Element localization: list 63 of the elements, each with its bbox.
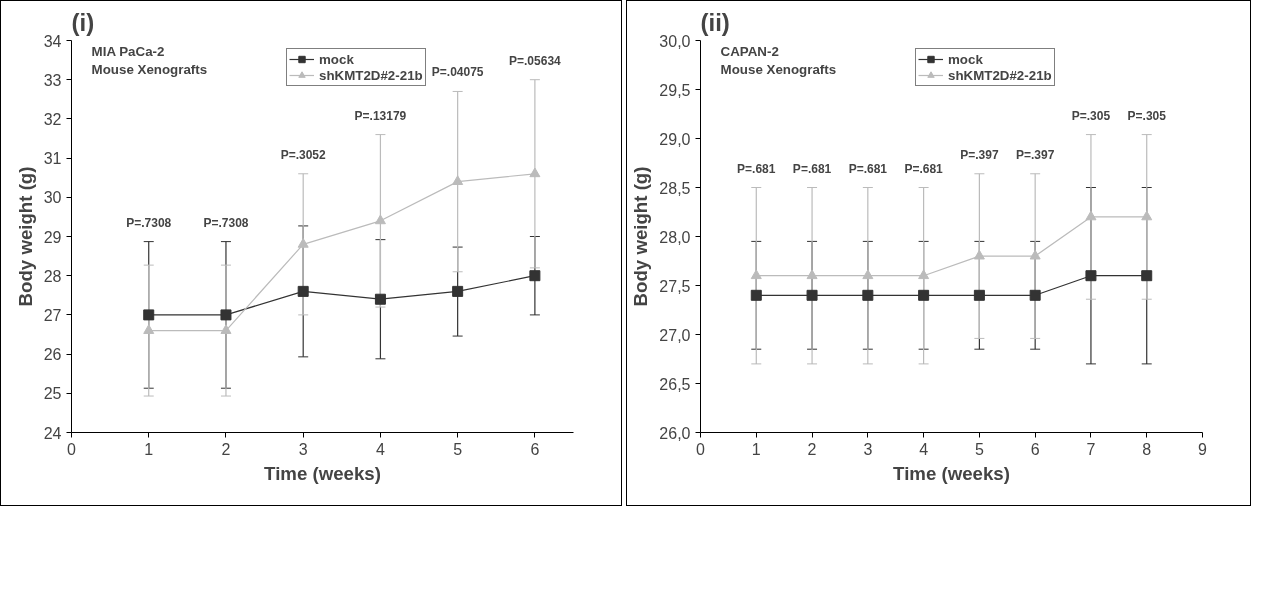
x-tick-label: 5 [453, 440, 463, 458]
text: CAPAN-2 Mouse Xenografts [720, 44, 837, 78]
y-tick-label: 29 [43, 228, 62, 246]
x-tick-label: 7 [1086, 440, 1096, 458]
x-tick-label: 6 [1030, 440, 1040, 458]
y-tick-label: 26,0 [659, 424, 691, 442]
y-axis-title: Body weight (g) [14, 166, 36, 307]
x-tick-label: 4 [919, 440, 929, 458]
y-tick-label: 26 [43, 346, 62, 364]
x-axis-title: Time (weeks) [893, 462, 1010, 484]
annotation: P=.305 [1127, 108, 1167, 123]
x-tick-label: 1 [144, 440, 154, 458]
annotation: P=.397 [960, 147, 999, 162]
x-axis-title: Time (weeks) [264, 462, 381, 484]
annotation: P=.681 [904, 161, 944, 176]
x-tick-label: 2 [807, 440, 817, 458]
text: (ii) [700, 8, 730, 36]
y-tick-label: 27,0 [659, 326, 691, 344]
annotation: P=.04075 [431, 65, 484, 80]
annotation: P=.13179 [354, 108, 407, 123]
y-tick-label: 31 [43, 150, 62, 168]
y-tick-label: 24 [43, 424, 62, 442]
legend-label: mock [948, 51, 983, 67]
y-tick-label: 29,0 [659, 130, 691, 148]
annotation: P=.05634 [509, 53, 562, 68]
y-tick-label: 25 [43, 385, 62, 403]
x-tick-label: 2 [221, 440, 231, 458]
y-tick-label: 28,0 [659, 228, 691, 246]
legend-label: shKMT2D#2-21b [948, 67, 1052, 83]
y-tick-label: 33 [43, 71, 62, 89]
x-tick-label: 3 [863, 440, 873, 458]
y-tick-label: 28,5 [659, 179, 691, 197]
x-tick-label: 9 [1198, 440, 1208, 458]
text: (i) [71, 8, 95, 36]
x-tick-label: 6 [530, 440, 540, 458]
annotation: P=.7308 [203, 215, 249, 230]
y-tick-label: 29,5 [659, 81, 691, 99]
annotation: P=.681 [848, 161, 888, 176]
x-tick-label: 0 [67, 440, 77, 458]
x-tick-label: 4 [375, 440, 385, 458]
y-axis-title: Body weight (g) [630, 166, 652, 307]
annotation: P=.397 [1015, 147, 1055, 162]
legend-label: mock [319, 51, 354, 67]
annotation: P=.7308 [126, 215, 172, 230]
legend-label: shKMT2D#2-21b [319, 67, 423, 83]
x-tick-label: 5 [974, 440, 984, 458]
annotation: P=.681 [737, 161, 776, 176]
y-tick-label: 34 [43, 32, 62, 50]
annotation: P=.3052 [280, 147, 327, 162]
y-tick-label: 32 [43, 110, 62, 128]
text: MIA PaCa-2 Mouse Xenografts [91, 44, 208, 78]
y-tick-label: 26,5 [659, 375, 691, 393]
y-tick-label: 28 [43, 267, 62, 285]
x-tick-label: 3 [298, 440, 308, 458]
y-tick-label: 30 [43, 189, 62, 207]
x-tick-label: 0 [696, 440, 706, 458]
annotation: P=.305 [1071, 108, 1111, 123]
y-tick-label: 30,0 [659, 32, 691, 50]
y-tick-label: 27 [43, 306, 62, 324]
x-tick-label: 8 [1142, 440, 1152, 458]
y-tick-label: 27,5 [659, 277, 691, 295]
annotation: P=.681 [792, 161, 832, 176]
x-tick-label: 1 [751, 440, 761, 458]
